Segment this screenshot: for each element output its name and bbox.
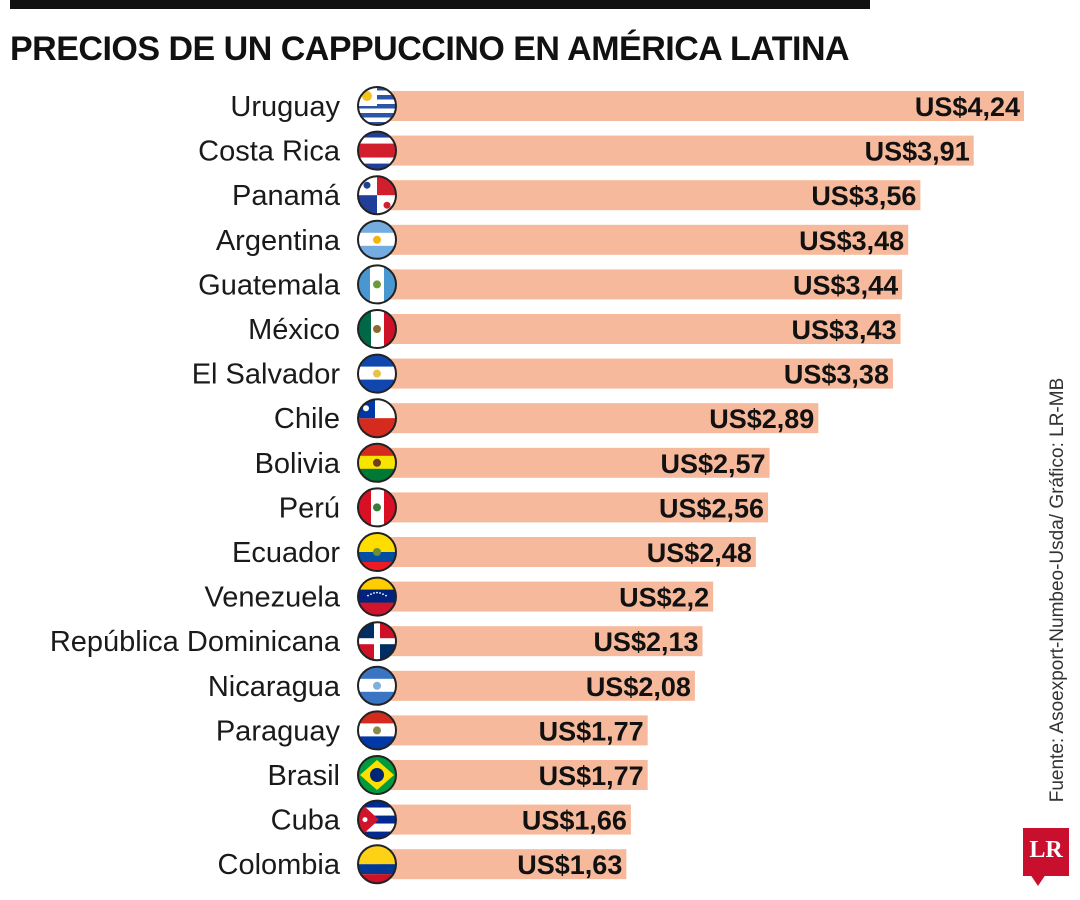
bar-5 xyxy=(378,314,901,344)
value-label: US$3,38 xyxy=(784,360,889,390)
flag-paraguay-icon xyxy=(357,710,397,751)
bar-16 xyxy=(378,804,631,835)
bar-2 xyxy=(378,180,921,211)
flag-cuba-icon xyxy=(357,799,397,840)
flag-mexico-icon xyxy=(357,309,397,349)
category-label: Costa Rica xyxy=(198,136,341,168)
value-label: US$3,48 xyxy=(799,226,904,256)
category-label: Bolivia xyxy=(255,448,341,480)
value-label: US$3,91 xyxy=(865,137,970,167)
bar-9 xyxy=(378,492,769,523)
bar-15 xyxy=(378,760,648,790)
category-label: Guatemala xyxy=(198,269,341,301)
value-label: US$2,08 xyxy=(586,672,691,702)
chart-title: PRECIOS DE UN CAPPUCCINO EN AMÉRICA LATI… xyxy=(10,30,850,68)
value-label: US$2,57 xyxy=(660,449,765,479)
lr-logo-tail xyxy=(1030,874,1046,886)
category-label: El Salvador xyxy=(192,359,341,391)
flag-peru-icon xyxy=(357,487,397,528)
category-label: Argentina xyxy=(216,225,341,257)
bar-11 xyxy=(378,581,714,612)
flag-colombia-icon xyxy=(357,844,397,885)
flag-brazil-icon xyxy=(357,755,397,795)
lr-logo: LR xyxy=(1023,828,1069,876)
bar-12 xyxy=(378,626,703,657)
value-label: US$1,77 xyxy=(539,761,644,791)
category-label: Cuba xyxy=(271,805,341,837)
category-label: Brasil xyxy=(267,760,340,792)
bar-8 xyxy=(378,447,770,478)
flag-chile-icon xyxy=(357,398,397,439)
category-label: Panamá xyxy=(232,180,341,212)
value-label: US$2,2 xyxy=(619,583,709,613)
value-label: US$3,56 xyxy=(811,181,916,211)
bar-1 xyxy=(378,135,974,166)
flag-dominican-republic-icon xyxy=(357,621,397,662)
value-label: US$4,24 xyxy=(915,92,1020,122)
bar-3 xyxy=(378,224,909,255)
category-label: Nicaragua xyxy=(208,671,341,703)
bar-14 xyxy=(378,715,648,746)
flag-argentina-icon xyxy=(357,219,397,260)
bar-10 xyxy=(378,537,756,567)
value-label: US$1,77 xyxy=(539,716,644,746)
top-rule xyxy=(10,0,870,9)
flag-el-salvador-icon xyxy=(357,353,397,394)
bar-4 xyxy=(378,269,903,300)
category-label: Perú xyxy=(279,492,340,524)
source-note: Fuente: Asoexport-Numbeo-Usda/ Gráfico: … xyxy=(1047,377,1068,803)
category-label: Venezuela xyxy=(205,582,341,614)
bar-0 xyxy=(378,91,1024,121)
flag-ecuador-icon xyxy=(357,532,397,572)
bar-13 xyxy=(378,670,695,701)
bar-6 xyxy=(378,358,893,389)
value-label: US$1,63 xyxy=(517,850,622,880)
value-label: US$3,44 xyxy=(793,270,898,300)
category-label: Chile xyxy=(274,403,340,435)
category-label: Paraguay xyxy=(216,715,341,747)
flag-costa-rica-icon xyxy=(357,130,397,171)
category-label: República Dominicana xyxy=(50,626,341,658)
bar-7 xyxy=(378,403,819,434)
value-label: US$2,56 xyxy=(659,493,764,523)
flag-bolivia-icon xyxy=(357,442,397,483)
flag-venezuela-icon xyxy=(357,576,397,617)
category-label: Ecuador xyxy=(232,537,340,569)
value-label: US$2,48 xyxy=(647,538,752,568)
value-label: US$2,13 xyxy=(593,627,698,657)
category-label: Colombia xyxy=(218,849,341,881)
bar-17 xyxy=(378,849,627,880)
flag-panama-icon xyxy=(357,175,397,216)
category-label: México xyxy=(248,314,340,346)
value-label: US$3,43 xyxy=(792,315,897,345)
flag-guatemala-icon xyxy=(357,264,397,305)
value-label: US$1,66 xyxy=(522,806,627,836)
flag-nicaragua-icon xyxy=(357,665,397,706)
value-label: US$2,89 xyxy=(709,404,814,434)
category-label: Uruguay xyxy=(230,91,340,123)
